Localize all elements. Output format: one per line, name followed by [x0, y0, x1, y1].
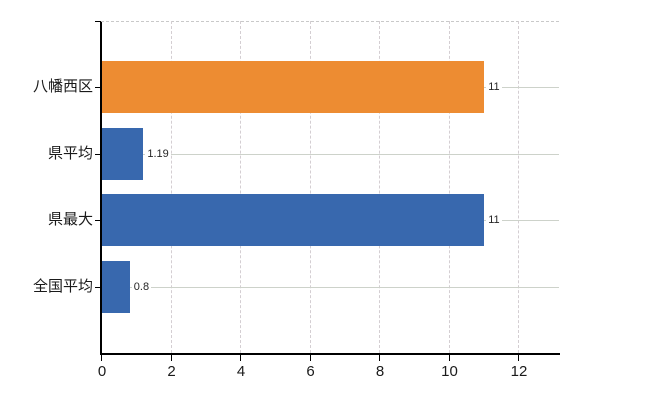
x-tick-label: 6 [306, 363, 315, 380]
x-tick-label: 8 [375, 363, 385, 380]
y-tick [95, 286, 101, 288]
x-tick-label: 2 [167, 363, 176, 380]
x-tick [240, 355, 241, 361]
category-label: 県最大 [47, 211, 93, 229]
x-tick [448, 355, 450, 361]
bar-3 [102, 194, 485, 247]
vertical-gridline [379, 21, 380, 353]
x-tick-label: 12 [510, 363, 528, 380]
vertical-gridline [448, 21, 450, 353]
bar-value-label: 11 [486, 80, 502, 95]
bar-2 [102, 127, 144, 180]
x-tick-label: 10 [441, 363, 458, 380]
y-tick [95, 153, 101, 155]
horizontal-gridline [102, 286, 559, 288]
x-axis-line [100, 353, 560, 355]
plot-top-border [101, 21, 559, 22]
vertical-gridline [240, 21, 241, 353]
y-tick [95, 87, 101, 89]
x-tick [309, 355, 311, 361]
x-tick-label: 0 [97, 363, 107, 380]
category-label: 全国平均 [32, 277, 93, 295]
category-label: 八幡西区 [32, 78, 93, 96]
vertical-gridline [518, 21, 519, 353]
horizontal-gridline [102, 153, 559, 155]
bar-1 [102, 61, 485, 114]
vertical-gridline [309, 21, 311, 353]
y-axis-top-tick [95, 21, 101, 22]
vertical-gridline [170, 21, 172, 353]
x-tick [518, 355, 519, 361]
x-tick [379, 355, 380, 361]
bar-4 [102, 260, 130, 313]
category-label: 県平均 [47, 144, 93, 162]
x-tick [170, 355, 172, 361]
x-tick [101, 355, 102, 361]
bar-value-label: 0.8 [131, 279, 152, 294]
y-tick [95, 220, 101, 222]
x-tick-label: 4 [236, 363, 246, 380]
bar-value-label: 11 [486, 213, 502, 228]
y-axis-line [100, 21, 102, 355]
bar-value-label: 1.19 [145, 146, 171, 161]
